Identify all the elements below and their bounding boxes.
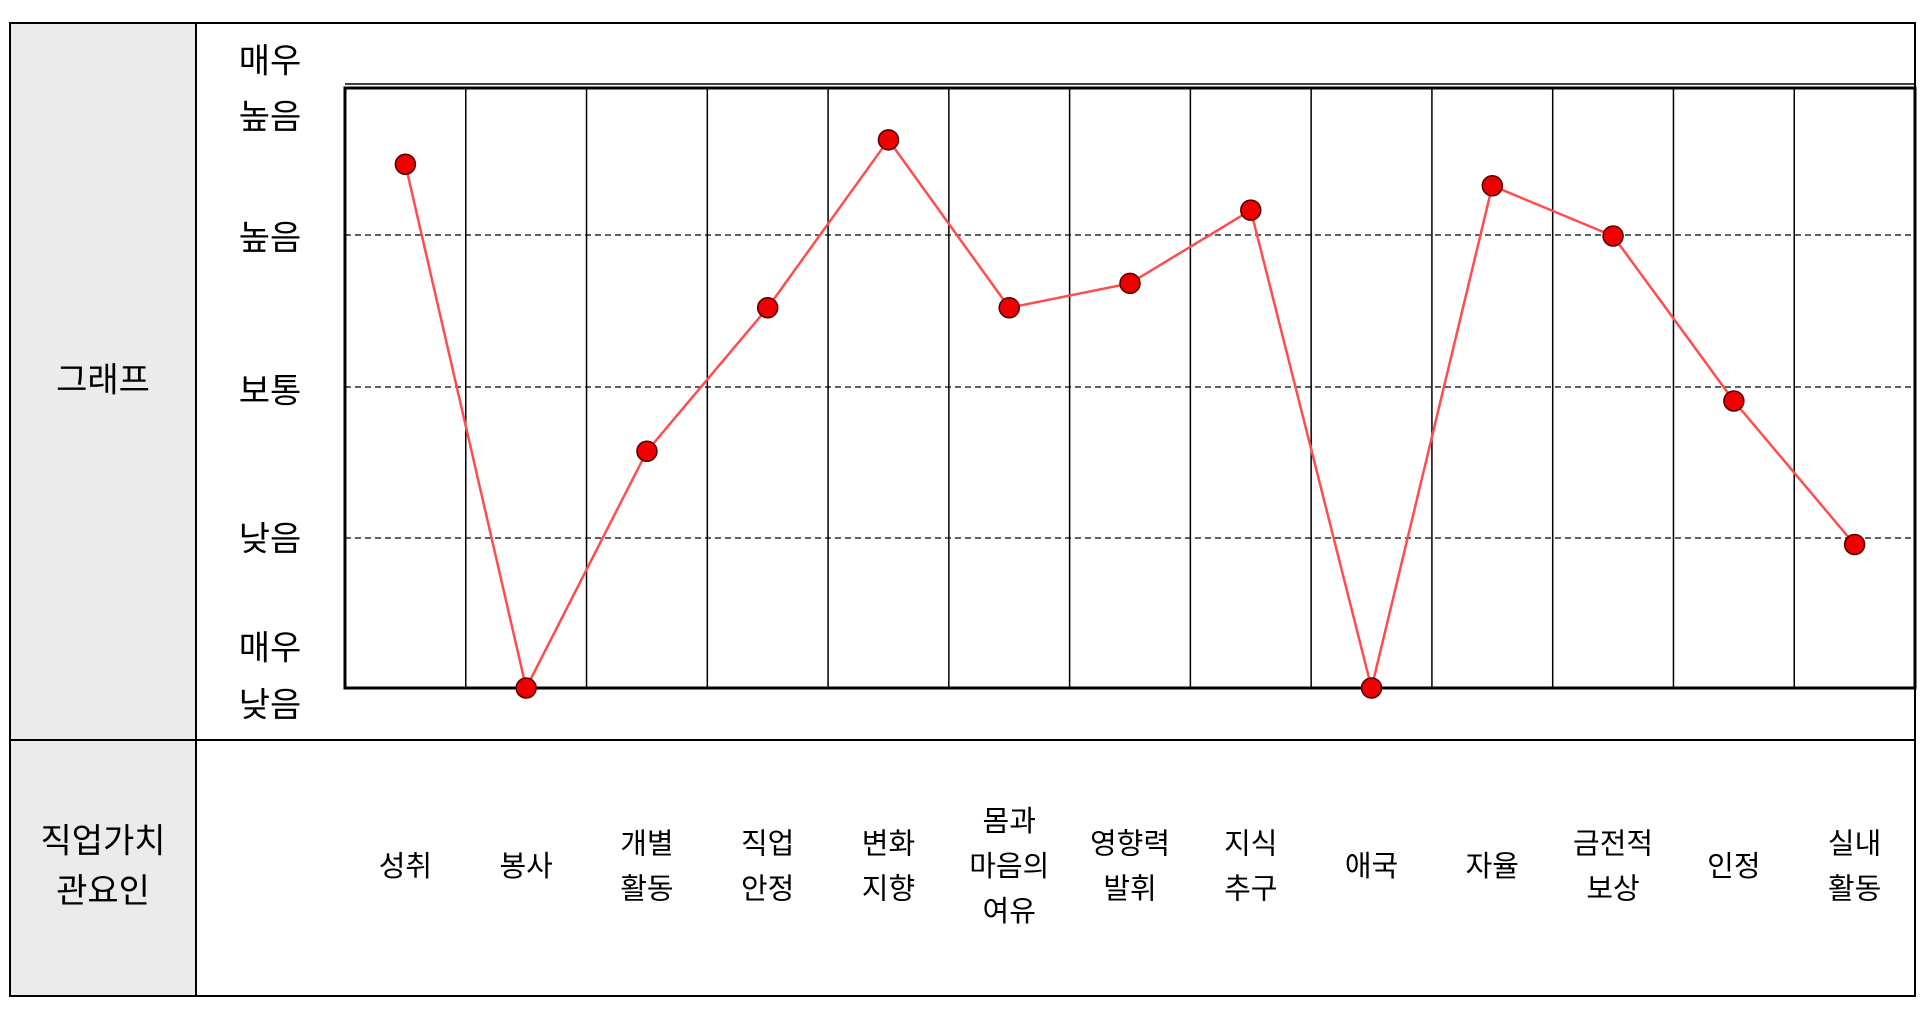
y-level-label: 보통 xyxy=(239,372,302,412)
data-point xyxy=(1602,225,1624,247)
data-point xyxy=(1240,199,1262,221)
category-label: 지향 xyxy=(862,872,915,906)
category-label: 변화 xyxy=(862,827,915,861)
data-point xyxy=(1481,175,1504,197)
category-label: 추구 xyxy=(1224,872,1277,906)
y-level-label: 높음 xyxy=(239,98,302,138)
category-label: 지식 xyxy=(1224,827,1277,861)
data-point xyxy=(756,296,779,319)
category-label: 활동 xyxy=(1828,872,1881,906)
data-point xyxy=(877,129,900,151)
category-label: 성취 xyxy=(379,849,432,883)
data-point xyxy=(1119,272,1141,295)
y-level-label: 높음 xyxy=(239,219,302,259)
header-cell-values xyxy=(10,740,196,996)
data-point xyxy=(1360,677,1383,699)
category-label: 애국 xyxy=(1345,849,1398,883)
category-label: 봉사 xyxy=(499,849,552,883)
category-label: 몸과 xyxy=(983,804,1036,838)
data-point xyxy=(1843,533,1866,556)
category-label: 마음의 xyxy=(969,849,1049,883)
data-point xyxy=(636,440,658,462)
series-layer xyxy=(394,129,1866,699)
data-point xyxy=(998,296,1020,319)
row2-header-line1: 직업가치 xyxy=(40,822,165,862)
category-label: 개별 xyxy=(620,827,673,861)
category-label: 인정 xyxy=(1707,849,1760,883)
data-point xyxy=(515,677,537,699)
category-label: 영향력 xyxy=(1090,827,1170,861)
grid-layer xyxy=(345,88,1915,688)
y-level-label: 낮음 xyxy=(239,686,302,726)
row1-header: 그래프 xyxy=(56,361,150,401)
category-label: 직업 xyxy=(741,827,794,861)
y-level-label: 매우 xyxy=(239,42,302,82)
plot-frame xyxy=(343,86,1917,690)
category-label: 보상 xyxy=(1586,872,1639,906)
category-label: 금전적 xyxy=(1573,827,1653,861)
y-level-label: 낮음 xyxy=(239,520,302,560)
header-cell-graph xyxy=(10,23,196,740)
y-level-label: 매우 xyxy=(239,629,302,669)
data-point xyxy=(394,153,417,175)
category-label: 발휘 xyxy=(1103,872,1156,906)
category-label: 활동 xyxy=(620,872,673,906)
series-line xyxy=(404,137,1856,692)
category-label: 실내 xyxy=(1828,827,1881,861)
category-label: 여유 xyxy=(983,894,1036,928)
row2-header-line2: 관요인 xyxy=(56,872,150,912)
data-point xyxy=(1723,390,1745,412)
category-label: 자율 xyxy=(1466,849,1519,883)
category-label: 안정 xyxy=(741,872,794,906)
